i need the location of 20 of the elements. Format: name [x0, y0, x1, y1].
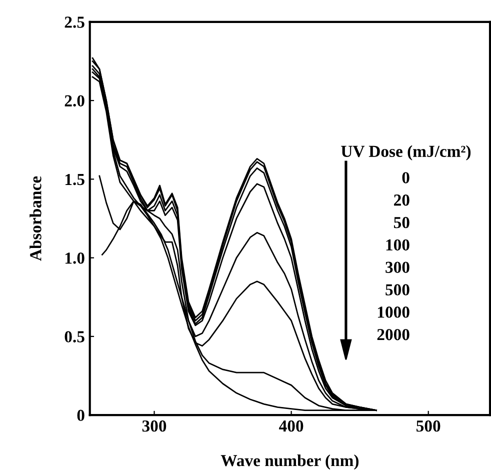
y-tick-label: 0: [77, 410, 84, 422]
annotation: 1000: [378, 306, 410, 318]
x-axis-title: Wave number (nm): [220, 454, 358, 470]
annotation: UV Dose (mJ/cm²): [341, 145, 471, 160]
y-tick-label: 1.0: [65, 252, 84, 264]
annotation: 0: [402, 172, 410, 184]
x-tick-label: 500: [416, 420, 440, 432]
x-tick-label: 300: [142, 420, 166, 432]
y-axis-title: Absorbance: [30, 176, 42, 261]
y-tick-label: 2.0: [64, 95, 84, 107]
y-tick-label: 1.5: [65, 174, 84, 186]
y-tick-label: 0.5: [64, 331, 84, 342]
annotation: 50: [394, 216, 410, 228]
annotation: 100: [386, 239, 410, 251]
x-tick-label: 400: [279, 420, 304, 432]
annotation: 500: [386, 284, 410, 296]
annotation: 300: [386, 262, 410, 273]
annotation: 20: [394, 194, 410, 206]
annotation: 2000: [377, 328, 410, 340]
y-tick-label: 2.5: [64, 16, 84, 28]
